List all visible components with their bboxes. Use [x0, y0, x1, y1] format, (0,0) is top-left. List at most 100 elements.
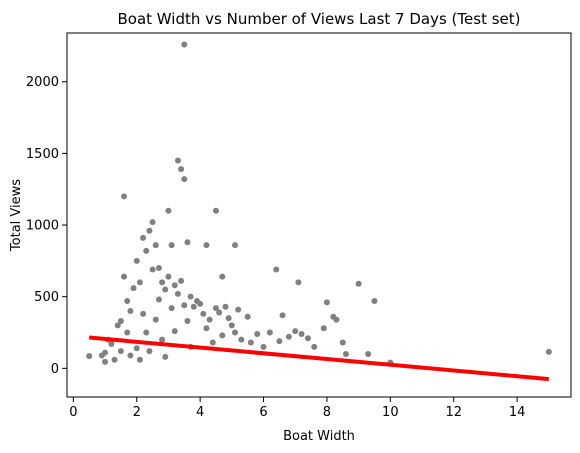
data-point	[162, 353, 169, 360]
data-point	[247, 339, 254, 346]
y-tick-label: 0	[51, 362, 59, 377]
data-point	[181, 41, 188, 48]
data-point	[545, 348, 552, 355]
data-point	[200, 310, 207, 317]
data-point	[219, 332, 226, 339]
data-point	[174, 157, 181, 164]
data-point	[216, 309, 223, 316]
data-point	[355, 280, 362, 287]
data-point	[133, 345, 140, 352]
data-point	[140, 234, 147, 241]
data-point	[114, 322, 121, 329]
data-point	[365, 351, 372, 358]
data-point	[159, 279, 166, 286]
data-point	[146, 348, 153, 355]
data-point	[212, 305, 219, 312]
data-point	[165, 273, 172, 280]
data-point	[162, 286, 169, 293]
x-tick-label: 8	[323, 405, 331, 420]
data-point	[136, 279, 143, 286]
x-tick-label: 14	[509, 405, 526, 420]
data-point	[311, 343, 318, 350]
data-point	[146, 227, 153, 234]
data-point	[155, 296, 162, 303]
y-tick-label: 2000	[26, 75, 59, 90]
x-tick-label: 4	[196, 405, 204, 420]
y-tick-label: 1000	[26, 219, 59, 234]
data-point	[187, 293, 194, 300]
x-tick-label: 6	[259, 405, 267, 420]
data-point	[124, 329, 131, 336]
data-point	[133, 257, 140, 264]
data-point	[102, 349, 109, 356]
points-layer	[86, 41, 552, 366]
data-point	[209, 339, 216, 346]
data-point	[181, 302, 188, 309]
data-point	[117, 318, 124, 325]
data-point	[174, 290, 181, 297]
data-point	[130, 285, 137, 292]
data-point	[155, 265, 162, 272]
regression-line	[89, 335, 549, 382]
data-point	[168, 305, 175, 312]
data-point	[149, 219, 156, 226]
data-point	[111, 356, 118, 363]
data-point	[102, 358, 109, 365]
data-point	[168, 242, 175, 249]
data-point	[121, 193, 128, 200]
data-point	[320, 325, 327, 332]
data-point	[127, 308, 134, 315]
data-point	[152, 316, 159, 323]
data-point	[342, 351, 349, 358]
data-point	[232, 329, 238, 336]
x-tick-label: 2	[133, 405, 141, 420]
data-point	[212, 207, 219, 214]
data-point	[339, 339, 346, 346]
data-point	[304, 335, 311, 342]
data-point	[266, 329, 273, 336]
data-point	[171, 328, 178, 335]
data-point	[184, 318, 191, 325]
data-point	[178, 166, 185, 173]
data-point	[323, 299, 330, 306]
data-point	[149, 266, 156, 273]
x-tick-label: 0	[69, 405, 77, 420]
y-tick-label: 500	[34, 290, 59, 305]
data-point	[222, 303, 229, 310]
data-point	[108, 340, 115, 347]
data-point	[181, 176, 188, 183]
data-point	[190, 303, 197, 310]
data-point	[254, 330, 261, 337]
data-point	[171, 282, 178, 289]
data-point	[298, 330, 305, 337]
data-point	[260, 343, 267, 350]
data-point	[152, 242, 159, 249]
data-point	[333, 316, 340, 323]
data-point	[225, 315, 232, 322]
data-point	[140, 310, 147, 317]
data-point	[184, 239, 191, 246]
plot-frame	[66, 32, 572, 398]
data-point	[117, 348, 124, 355]
data-point	[124, 297, 131, 304]
data-point	[203, 325, 210, 332]
data-point	[197, 300, 204, 307]
data-point	[235, 306, 242, 313]
data-point	[159, 336, 166, 343]
data-point	[244, 313, 251, 320]
data-point	[285, 333, 292, 340]
data-point	[279, 312, 286, 319]
data-point	[206, 316, 213, 323]
y-tick-label: 1500	[26, 147, 59, 162]
data-point	[127, 352, 134, 359]
x-tick-label: 12	[445, 405, 462, 420]
data-point	[136, 356, 143, 363]
data-point	[143, 329, 150, 336]
x-axis-title: Boat Width	[283, 429, 355, 444]
data-point	[165, 207, 172, 214]
x-axis-ticks: 0 2 4 6 8 10 12 14	[69, 397, 525, 420]
chart-title: Boat Width vs Number of Views Last 7 Day…	[117, 10, 520, 28]
data-point	[276, 338, 283, 345]
data-point	[203, 242, 210, 249]
